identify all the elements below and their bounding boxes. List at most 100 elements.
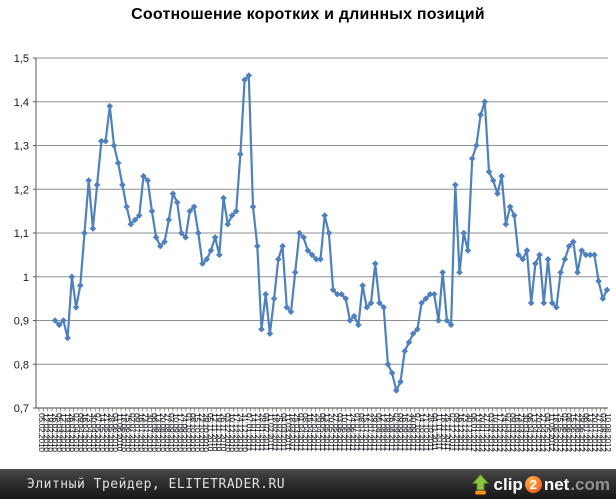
- svg-text:15.06.2012: 15.06.2012: [568, 413, 578, 452]
- svg-text:13.04.2012: 13.04.2012: [530, 413, 540, 452]
- svg-text:20.01.2012: 20.01.2012: [478, 413, 488, 452]
- svg-text:21.01.2011: 21.01.2011: [253, 413, 263, 452]
- svg-text:20.08.2010: 20.08.2010: [158, 413, 168, 452]
- svg-text:0,9: 0,9: [14, 316, 29, 328]
- svg-text:1,1: 1,1: [14, 228, 29, 240]
- svg-text:10.12.2010: 10.12.2010: [227, 413, 237, 452]
- svg-text:09.07.2010: 09.07.2010: [132, 413, 142, 452]
- svg-text:09.04.2010: 09.04.2010: [76, 413, 86, 452]
- svg-text:23.12.2011: 23.12.2011: [460, 413, 470, 452]
- svg-text:23.07.2010: 23.07.2010: [141, 413, 151, 452]
- svg-text:27.07.2012: 27.07.2012: [594, 413, 604, 452]
- chart-title: Соотношение коротких и длинных позиций: [131, 6, 485, 23]
- svg-text:24.06.2011: 24.06.2011: [348, 413, 358, 452]
- svg-text:27.01.2012: 27.01.2012: [482, 413, 492, 452]
- svg-text:20.05.2011: 20.05.2011: [326, 413, 336, 452]
- svg-text:22.10.2010: 22.10.2010: [197, 413, 207, 452]
- svg-text:18.03.2011: 18.03.2011: [288, 413, 298, 452]
- svg-text:14.01.2011: 14.01.2011: [249, 413, 259, 452]
- svg-text:06.08.2010: 06.08.2010: [149, 413, 159, 452]
- svg-text:10.06.2011: 10.06.2011: [339, 413, 349, 452]
- svg-text:04.02.2011: 04.02.2011: [262, 413, 272, 452]
- svg-text:10.02.2012: 10.02.2012: [491, 413, 501, 452]
- svg-text:04.03.2011: 04.03.2011: [279, 413, 289, 452]
- upload-arrow-icon: [471, 473, 489, 495]
- svg-text:12.11.2010: 12.11.2010: [210, 413, 220, 452]
- svg-text:26.08.2011: 26.08.2011: [387, 413, 397, 452]
- svg-text:25.05.2012: 25.05.2012: [555, 413, 565, 452]
- svg-text:08.10.2010: 08.10.2010: [188, 413, 198, 452]
- footer-bar: Элитный Трейдер, ELITETRADER.RU clip 2 n…: [0, 469, 616, 499]
- svg-text:19.03.2010: 19.03.2010: [63, 413, 73, 452]
- svg-text:17.12.2010: 17.12.2010: [231, 413, 241, 452]
- svg-text:0,8: 0,8: [14, 359, 29, 371]
- svg-text:06.01.2012: 06.01.2012: [469, 413, 479, 452]
- svg-text:24.02.2012: 24.02.2012: [499, 413, 509, 452]
- svg-text:20.04.2012: 20.04.2012: [534, 413, 544, 452]
- svg-text:14.05.2010: 14.05.2010: [97, 413, 107, 452]
- svg-text:03.09.2010: 03.09.2010: [167, 413, 177, 452]
- svg-text:17.06.2011: 17.06.2011: [344, 413, 354, 452]
- svg-text:09.12.2011: 09.12.2011: [452, 413, 462, 452]
- svg-text:23.04.2010: 23.04.2010: [85, 413, 95, 452]
- svg-text:18.02.2011: 18.02.2011: [270, 413, 280, 452]
- svg-text:16.12.2011: 16.12.2011: [456, 413, 466, 452]
- svg-text:15.10.2010: 15.10.2010: [193, 413, 203, 452]
- svg-text:07.10.2011: 07.10.2011: [413, 413, 423, 452]
- svg-text:1,2: 1,2: [14, 184, 29, 196]
- svg-text:06.05.2011: 06.05.2011: [318, 413, 328, 452]
- logo-text-net: net: [543, 474, 570, 494]
- svg-text:11.05.2012: 11.05.2012: [547, 413, 557, 452]
- svg-text:25.11.2011: 25.11.2011: [443, 413, 453, 451]
- svg-text:19.02.2010: 19.02.2010: [46, 413, 56, 452]
- svg-text:28.01.2011: 28.01.2011: [257, 413, 267, 452]
- svg-text:26.02.2010: 26.02.2010: [50, 413, 60, 452]
- svg-text:24.12.2010: 24.12.2010: [236, 413, 246, 452]
- svg-text:26.03.2010: 26.03.2010: [67, 413, 77, 452]
- svg-text:21.05.2010: 21.05.2010: [102, 413, 112, 452]
- svg-text:29.10.2010: 29.10.2010: [201, 413, 211, 452]
- svg-text:20.07.2012: 20.07.2012: [590, 413, 600, 452]
- svg-text:30.03.2012: 30.03.2012: [521, 413, 531, 452]
- logo-text-com: .com: [570, 474, 610, 494]
- svg-text:27.05.2011: 27.05.2011: [331, 413, 341, 452]
- svg-text:12.08.2011: 12.08.2011: [378, 413, 388, 452]
- svg-text:10.08.2012: 10.08.2012: [603, 413, 613, 452]
- svg-text:04.06.2010: 04.06.2010: [110, 413, 120, 452]
- svg-text:04.05.2012: 04.05.2012: [543, 413, 553, 452]
- svg-text:05.11.2010: 05.11.2010: [206, 413, 216, 452]
- svg-text:13.05.2011: 13.05.2011: [322, 413, 332, 452]
- svg-text:15.07.2011: 15.07.2011: [361, 413, 371, 452]
- svg-text:22.07.2011: 22.07.2011: [365, 413, 375, 452]
- svg-text:11.02.2011: 11.02.2011: [266, 413, 276, 451]
- svg-text:03.12.2010: 03.12.2010: [223, 413, 233, 452]
- svg-text:22.04.2011: 22.04.2011: [309, 413, 319, 452]
- svg-text:17.02.2012: 17.02.2012: [495, 413, 505, 452]
- svg-text:23.03.2012: 23.03.2012: [517, 413, 527, 452]
- svg-text:29.06.2012: 29.06.2012: [577, 413, 587, 452]
- svg-text:03.06.2011: 03.06.2011: [335, 413, 345, 452]
- svg-text:1: 1: [23, 272, 29, 284]
- svg-text:17.09.2010: 17.09.2010: [175, 413, 185, 452]
- svg-text:10.09.2010: 10.09.2010: [171, 413, 181, 452]
- svg-text:08.04.2011: 08.04.2011: [301, 413, 311, 452]
- svg-text:13.07.2012: 13.07.2012: [586, 413, 596, 452]
- svg-text:01.07.2011: 01.07.2011: [352, 413, 362, 452]
- svg-text:13.01.2012: 13.01.2012: [473, 413, 483, 452]
- svg-text:01.04.2011: 01.04.2011: [296, 413, 306, 452]
- svg-text:03.08.2012: 03.08.2012: [599, 413, 609, 452]
- svg-text:08.07.2011: 08.07.2011: [357, 413, 367, 452]
- svg-text:11.06.2010: 11.06.2010: [115, 413, 125, 452]
- logo-text-clip: clip: [493, 474, 523, 494]
- svg-text:19.11.2010: 19.11.2010: [214, 413, 224, 452]
- svg-text:0,7: 0,7: [14, 403, 29, 415]
- svg-text:19.08.2011: 19.08.2011: [383, 413, 393, 452]
- svg-text:18.11.2011: 18.11.2011: [439, 413, 449, 451]
- svg-text:01.10.2010: 01.10.2010: [184, 413, 194, 452]
- svg-text:29.04.2011: 29.04.2011: [314, 413, 324, 452]
- svg-text:29.07.2011: 29.07.2011: [370, 413, 380, 452]
- svg-text:13.08.2010: 13.08.2010: [154, 413, 164, 452]
- svg-text:30.04.2010: 30.04.2010: [89, 413, 99, 452]
- svg-text:14.10.2011: 14.10.2011: [417, 413, 427, 452]
